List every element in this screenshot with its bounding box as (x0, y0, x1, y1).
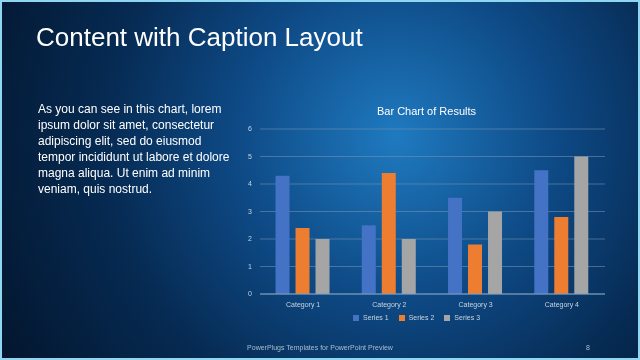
html-text:As you can see in this chart,: As you can see in this chart, lorem ipsu… (38, 102, 230, 196)
svg-text:6: 6 (248, 125, 252, 132)
svg-text:Category 3: Category 3 (459, 301, 493, 309)
svg-text:0: 0 (248, 290, 252, 297)
svg-text:Category 1: Category 1 (286, 301, 320, 309)
svg-text:3: 3 (248, 208, 252, 215)
svg-text:5: 5 (248, 153, 252, 160)
html-text:PowerPlugs Templates for Power: PowerPlugs Templates for PowerPoint Prev… (247, 344, 393, 351)
html-text:8: 8 (586, 344, 590, 351)
html-text:Series 1: Series 1 (363, 314, 389, 321)
html-text:Series 3: Series 3 (454, 314, 480, 321)
svg-text:Category 2: Category 2 (372, 301, 406, 309)
html-text:Content with Caption Layout: Content with Caption Layout (36, 22, 363, 52)
html-text:Bar Chart of Results: Bar Chart of Results (377, 105, 476, 117)
svg-text:4: 4 (248, 180, 252, 187)
svg-text:2: 2 (248, 235, 252, 242)
html-text:Series 2: Series 2 (408, 314, 435, 321)
svg-text:1: 1 (248, 263, 252, 270)
svg-text:Category 4: Category 4 (545, 301, 579, 309)
